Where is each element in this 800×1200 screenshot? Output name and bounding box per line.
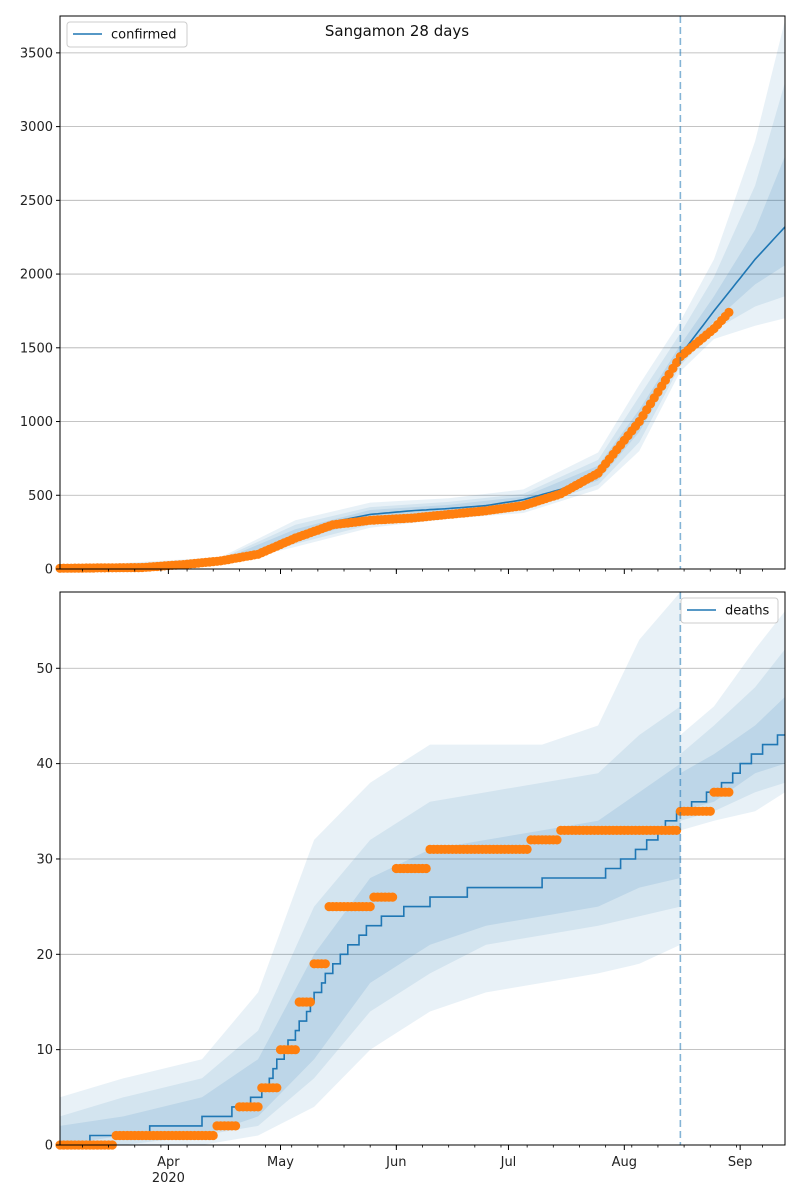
x-tick-label: Aug: [612, 1155, 637, 1170]
confirmed-y-tick-label: 1000: [20, 415, 53, 430]
deaths-observed-point: [705, 806, 715, 816]
deaths-y-tick-label: 10: [36, 1043, 53, 1058]
deaths-legend-box: [680, 597, 779, 624]
deaths-y-tick-label: 20: [36, 948, 53, 963]
deaths-observed-point: [305, 997, 315, 1007]
deaths-observed-point: [320, 959, 330, 969]
deaths-observed-points: [55, 787, 734, 1150]
deaths-legend-label: deaths: [725, 604, 770, 619]
deaths-observed-point: [421, 863, 431, 874]
confirmed-y-tick-label: 0: [45, 563, 53, 578]
x-tick-label: May: [267, 1155, 294, 1170]
deaths-observed-point: [552, 835, 562, 845]
deaths-observed-point: [290, 1045, 300, 1055]
confirmed-y-axis: 0 500 1000 1500 2000 2500 3000 3500: [20, 46, 60, 578]
x-tick-year-label: 2020: [152, 1171, 185, 1186]
x-tick-label: Sep: [728, 1155, 753, 1170]
chart-title: Sangamon 28 days: [325, 22, 469, 40]
confirmed-legend-label: confirmed: [111, 28, 177, 43]
deaths-observed-point: [672, 825, 682, 836]
deaths-y-axis: 0 10 20 30 40 50: [36, 662, 60, 1154]
confirmed-y-tick-label: 2500: [20, 194, 53, 209]
deaths-model-path: [60, 734, 785, 1146]
deaths-observed-point: [522, 844, 532, 855]
confirmed-y-tick-label: 2000: [20, 268, 53, 283]
confirmed-y-tick-label: 3500: [20, 46, 53, 61]
x-tick-label: Jul: [500, 1155, 517, 1170]
deaths-observed-point: [208, 1130, 218, 1141]
confirmed-x-axis: [82, 569, 763, 574]
x-tick-label: Jun: [385, 1155, 406, 1170]
confirmed-observed-point: [724, 307, 734, 317]
confirmed-observed-points: [55, 307, 734, 573]
deaths-observed-point: [724, 787, 734, 797]
confirmed-y-tick-label: 3000: [20, 120, 53, 135]
deaths-model-line: [60, 734, 785, 1146]
deaths-observed-point: [365, 902, 375, 912]
deaths-observed-point: [388, 892, 398, 902]
confirmed-legend-box: [66, 21, 188, 48]
deaths-legend: deaths: [680, 597, 779, 624]
deaths-y-tick-label: 50: [36, 662, 53, 677]
confirmed-panel: 0 500 1000 1500 2000 2500 3000 3500 confirmed S…: [20, 15, 786, 578]
confirmed-legend: confirmed: [66, 21, 188, 48]
deaths-observed-point: [231, 1121, 241, 1131]
x-tick-label: Apr: [157, 1155, 180, 1170]
deaths-y-tick-label: 30: [36, 852, 53, 867]
deaths-y-tick-label: 40: [36, 757, 53, 772]
confirmed-gridlines: [60, 52, 785, 496]
deaths-observed-point: [272, 1083, 282, 1093]
deaths-band-3: [60, 696, 785, 1145]
deaths-y-tick-label: 0: [45, 1139, 53, 1154]
deaths-band-2: [60, 649, 785, 1145]
deaths-gridlines: [60, 667, 785, 1051]
deaths-observed-point: [253, 1102, 263, 1112]
confirmed-y-tick-label: 500: [28, 489, 53, 504]
confirmed-y-tick-label: 1500: [20, 341, 53, 356]
